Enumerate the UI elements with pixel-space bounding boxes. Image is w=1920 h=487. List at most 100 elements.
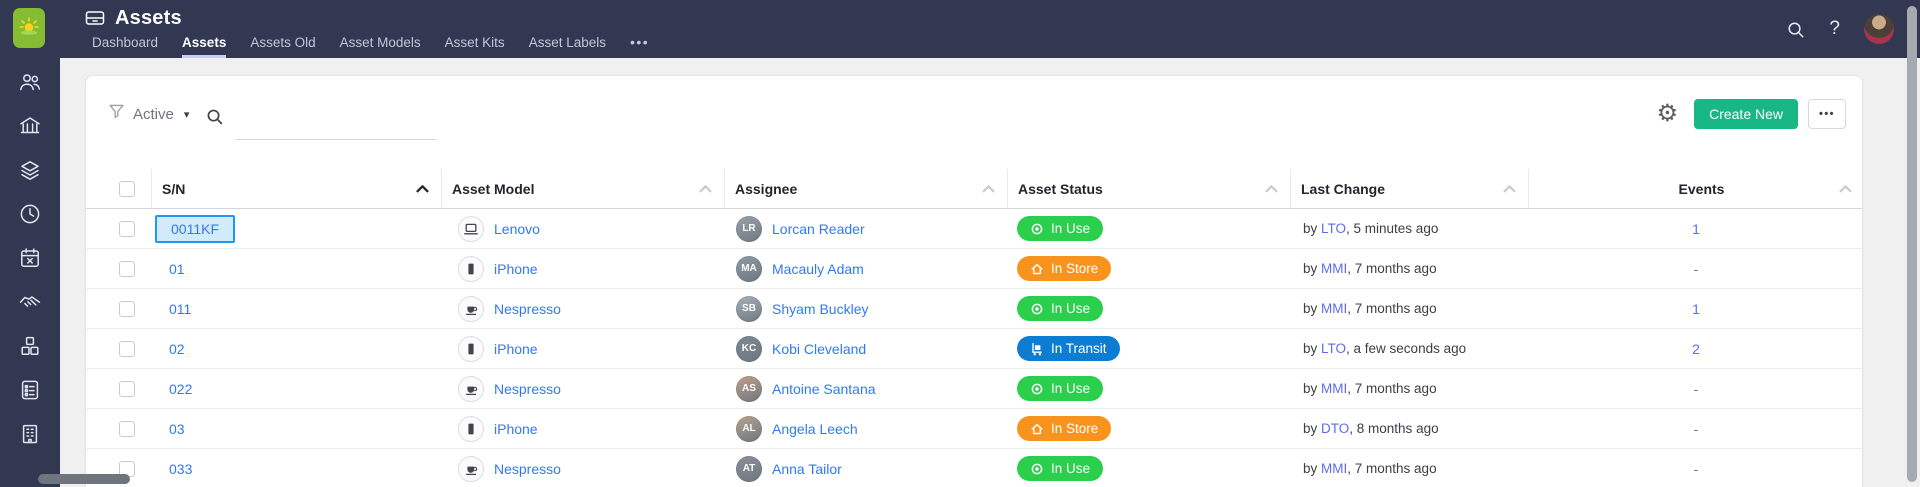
- gear-icon[interactable]: ⚙: [1656, 100, 1679, 127]
- sidebar-item-handshake[interactable]: [18, 290, 42, 314]
- asset-model-link[interactable]: iPhone: [494, 340, 538, 357]
- last-change-time: , 8 months ago: [1349, 421, 1439, 436]
- status-badge: In Use: [1017, 376, 1104, 401]
- table-row[interactable]: 01 iPhone MA Macauly Adam In Store by MMI, 7 …: [86, 249, 1862, 289]
- column-header-s-n[interactable]: S/N: [151, 169, 441, 208]
- horizontal-scrollbar[interactable]: [38, 474, 130, 484]
- user-avatar[interactable]: [1864, 14, 1894, 44]
- sidebar-item-cubes[interactable]: [18, 334, 42, 358]
- filter-dropdown[interactable]: Active ▾: [108, 103, 189, 125]
- sn-link[interactable]: 011: [169, 300, 192, 317]
- assignee-link[interactable]: Angela Leech: [772, 420, 858, 437]
- row-checkbox[interactable]: [119, 340, 135, 357]
- sidebar: [0, 58, 60, 487]
- select-all-checkbox[interactable]: [119, 180, 135, 197]
- status-label: In Store: [1051, 261, 1099, 276]
- column-header-asset-model[interactable]: Asset Model: [441, 169, 724, 208]
- sort-caret-icon: [982, 184, 995, 193]
- table-row[interactable]: 033 Nespresso AT Anna Tailor In Use by MMI, 7…: [86, 449, 1862, 487]
- last-change-user-link[interactable]: MMI: [1321, 261, 1348, 276]
- asset-model-link[interactable]: Nespresso: [494, 380, 561, 397]
- tab-asset-kits[interactable]: Asset Kits: [444, 35, 505, 50]
- more-actions-button[interactable]: •••: [1808, 99, 1846, 129]
- topbar-actions: ?: [1786, 0, 1894, 58]
- table-row[interactable]: 022 Nespresso AS Antoine Santana In Use by MM…: [86, 369, 1862, 409]
- events-link[interactable]: 1: [1692, 300, 1700, 317]
- sn-link[interactable]: 022: [169, 380, 193, 397]
- asset-model-link[interactable]: iPhone: [494, 420, 538, 437]
- assignee-link[interactable]: Kobi Cleveland: [772, 340, 867, 357]
- tab-assets[interactable]: Assets: [182, 35, 227, 58]
- tab-assets-old[interactable]: Assets Old: [250, 35, 316, 50]
- sn-link[interactable]: 033: [169, 460, 193, 477]
- last-change-user-link[interactable]: DTO: [1321, 421, 1350, 436]
- table-row[interactable]: 0011KF Lenovo LR Lorcan Reader In Use by LTO,…: [86, 209, 1862, 249]
- assignee-link[interactable]: Macauly Adam: [772, 260, 864, 277]
- assignee-link[interactable]: Shyam Buckley: [772, 300, 869, 317]
- last-change-time: , 5 minutes ago: [1346, 221, 1439, 236]
- table-row[interactable]: 03 iPhone AL Angela Leech In Store by DTO, 8 …: [86, 409, 1862, 449]
- last-change-user-link[interactable]: LTO: [1321, 221, 1347, 236]
- last-change-cell: by LTO, a few seconds ago: [1290, 341, 1528, 356]
- events-link[interactable]: 1: [1692, 220, 1700, 237]
- assignee-link[interactable]: Anna Tailor: [772, 460, 842, 477]
- tab-asset-labels[interactable]: Asset Labels: [528, 35, 606, 50]
- table-row[interactable]: 011 Nespresso SB Shyam Buckley In Use by MMI,…: [86, 289, 1862, 329]
- tab-asset-models[interactable]: Asset Models: [339, 35, 421, 50]
- table-row[interactable]: 02 iPhone KC Kobi Cleveland In Transit by LTO…: [86, 329, 1862, 369]
- tab-dashboard[interactable]: Dashboard: [92, 35, 159, 50]
- asset-model-link[interactable]: Nespresso: [494, 460, 561, 477]
- column-header-asset-status[interactable]: Asset Status: [1007, 169, 1290, 208]
- sidebar-item-users[interactable]: [18, 70, 42, 94]
- row-checkbox[interactable]: [119, 380, 135, 397]
- page-title: Assets: [115, 6, 182, 29]
- chevron-down-icon: ▾: [183, 108, 190, 121]
- last-change-user-link[interactable]: LTO: [1321, 341, 1347, 356]
- events-link[interactable]: 2: [1692, 340, 1700, 357]
- assignee-link[interactable]: Antoine Santana: [772, 380, 876, 397]
- sidebar-item-layers[interactable]: [18, 158, 42, 182]
- assets-box-icon: [84, 7, 106, 29]
- help-icon[interactable]: ?: [1829, 18, 1840, 39]
- sidebar-item-checklist[interactable]: [18, 378, 42, 402]
- status-label: In Use: [1051, 381, 1091, 396]
- vertical-scrollbar[interactable]: [1907, 6, 1917, 482]
- row-checkbox[interactable]: [119, 220, 135, 237]
- asset-model-link[interactable]: iPhone: [494, 260, 538, 277]
- column-label: Assignee: [735, 180, 798, 197]
- assignee-avatar: LR: [736, 215, 762, 242]
- sn-link[interactable]: 0011KF: [171, 220, 219, 237]
- sidebar-item-calendar-x[interactable]: [18, 246, 42, 270]
- asset-model-link[interactable]: Nespresso: [494, 300, 561, 317]
- asset-model-link[interactable]: Lenovo: [494, 220, 540, 237]
- last-change-user-link[interactable]: MMI: [1321, 301, 1348, 316]
- row-checkbox[interactable]: [119, 260, 135, 277]
- assignee-link[interactable]: Lorcan Reader: [772, 220, 865, 237]
- last-change-cell: by MMI, 7 months ago: [1290, 461, 1528, 476]
- sn-link[interactable]: 01: [169, 260, 185, 277]
- sidebar-item-clock[interactable]: [18, 202, 42, 226]
- sn-link[interactable]: 03: [169, 420, 185, 437]
- in-use-icon: [1030, 302, 1044, 316]
- search-icon[interactable]: [1786, 20, 1805, 39]
- search-icon[interactable]: [205, 107, 224, 126]
- sidebar-item-building[interactable]: [18, 422, 42, 446]
- row-checkbox[interactable]: [119, 300, 135, 317]
- assets-card: Active ▾ ⚙ Create New ••• S/N Asset Model…: [85, 75, 1863, 487]
- row-checkbox[interactable]: [119, 420, 135, 437]
- more-tabs-button[interactable]: •••: [629, 34, 650, 50]
- asset-model-cell: iPhone: [441, 415, 724, 442]
- last-change-user-link[interactable]: MMI: [1321, 461, 1348, 476]
- sn-link[interactable]: 02: [169, 340, 185, 357]
- last-change-time: , 7 months ago: [1347, 261, 1437, 276]
- last-change-user-link[interactable]: MMI: [1321, 381, 1348, 396]
- assignee-avatar: SB: [736, 295, 762, 322]
- create-new-button[interactable]: Create New: [1694, 99, 1798, 129]
- column-header-events[interactable]: Events: [1528, 169, 1864, 208]
- column-header-last-change[interactable]: Last Change: [1290, 169, 1528, 208]
- column-header-assignee[interactable]: Assignee: [724, 169, 1007, 208]
- search-input[interactable]: [236, 116, 437, 140]
- app-logo[interactable]: [13, 8, 45, 48]
- row-select-cell: [101, 340, 151, 357]
- sidebar-item-bank[interactable]: [18, 114, 42, 138]
